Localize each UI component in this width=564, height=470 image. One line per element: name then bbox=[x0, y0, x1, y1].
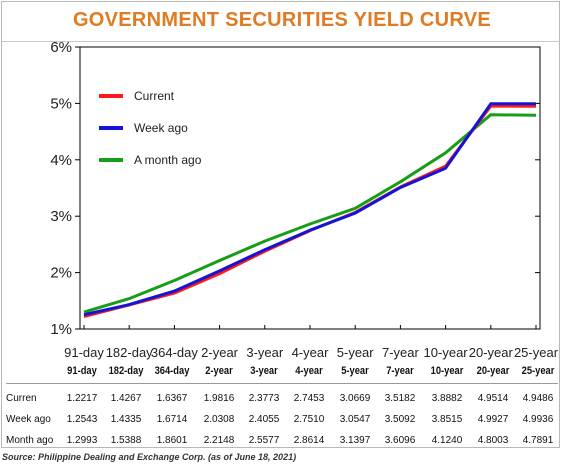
x-tick-label: 364-day bbox=[151, 345, 198, 360]
table-cell: 3.0547 bbox=[339, 414, 371, 425]
table-cell: 1.9816 bbox=[203, 393, 235, 404]
x-tick-label: 3-year bbox=[246, 345, 284, 360]
table-cell: 2.7453 bbox=[293, 393, 325, 404]
table-row-label: Week ago bbox=[6, 414, 51, 425]
table-header-cell: 20-year bbox=[476, 365, 510, 377]
legend: Current Week ago A month ago bbox=[99, 89, 202, 167]
table-header-cell: 7-year bbox=[386, 365, 414, 377]
y-tick-label: 2% bbox=[50, 265, 72, 282]
figure-frame bbox=[1, 1, 560, 448]
x-tick-label: 91-day bbox=[64, 345, 104, 360]
table-header-cell: 10-year bbox=[430, 365, 464, 377]
table-header-cell: 25-year bbox=[521, 365, 555, 377]
table-header-cell: 4-year bbox=[295, 365, 323, 377]
table-cell: 1.2217 bbox=[66, 393, 98, 404]
table-row-label: Curren bbox=[6, 393, 37, 404]
table-cell: 2.4055 bbox=[248, 414, 280, 425]
title-divider bbox=[1, 41, 560, 42]
x-tick-label: 2-year bbox=[201, 345, 239, 360]
table-cell: 1.6714 bbox=[156, 414, 188, 425]
table-header-cell: 3-year bbox=[250, 365, 278, 377]
table-cell: 1.2993 bbox=[66, 435, 98, 446]
table-cell: 2.8614 bbox=[293, 435, 325, 446]
table-row: Month ago 1.2993 1.5388 1.8601 2.2148 2.5577 2… bbox=[6, 435, 558, 449]
table-header-divider bbox=[6, 383, 558, 384]
legend-label: Current bbox=[134, 89, 175, 103]
y-tick-label: 3% bbox=[50, 208, 72, 225]
table-cell: 4.9514 bbox=[477, 393, 509, 404]
x-tick-label: 4-year bbox=[292, 345, 330, 360]
table-cell: 3.1397 bbox=[339, 435, 371, 446]
table-cell: 4.1240 bbox=[431, 435, 463, 446]
table-cell: 2.3773 bbox=[248, 393, 280, 404]
table-cell: 4.8003 bbox=[477, 435, 509, 446]
table-cell: 4.9486 bbox=[522, 393, 554, 404]
source-note: Source: Philippine Dealing and Exchange … bbox=[2, 452, 297, 462]
table-cell: 4.9936 bbox=[522, 414, 554, 425]
table-cell: 2.5577 bbox=[248, 435, 280, 446]
y-tick-label: 1% bbox=[50, 321, 72, 338]
table-cell: 2.7510 bbox=[293, 414, 325, 425]
table-header-row: 91-day 182-day 364-day 2-year 3-year 4-year 5-… bbox=[6, 365, 558, 379]
y-axis: 1% 2% 3% 4% 5% 6% bbox=[50, 39, 540, 338]
legend-label: Week ago bbox=[134, 121, 188, 135]
table-row: Week ago 1.2543 1.4335 1.6714 2.0308 2.4055 2.… bbox=[6, 414, 558, 428]
table-cell: 1.2543 bbox=[66, 414, 98, 425]
table-cell: 3.6096 bbox=[384, 435, 416, 446]
y-tick-label: 5% bbox=[50, 95, 72, 112]
table-cell: 2.0308 bbox=[203, 414, 235, 425]
table-cell: 3.8882 bbox=[431, 393, 463, 404]
table-header-cell: 364-day bbox=[154, 365, 190, 377]
table-cell: 1.8601 bbox=[156, 435, 188, 446]
chart-title: GOVERNMENT SECURITIES YIELD CURVE bbox=[72, 9, 492, 31]
series-lines bbox=[83, 102, 537, 318]
table-cell: 3.0669 bbox=[339, 393, 371, 404]
table-header-cell: 182-day bbox=[108, 365, 144, 377]
x-tick-label: 10-year bbox=[424, 345, 469, 360]
table-header-cell: 2-year bbox=[205, 365, 233, 377]
x-tick-label: 20-year bbox=[469, 345, 514, 360]
table-cell: 4.9927 bbox=[477, 414, 509, 425]
x-tick-label: 5-year bbox=[337, 345, 375, 360]
table-cell: 1.4267 bbox=[110, 393, 142, 404]
table-cell: 3.8515 bbox=[431, 414, 463, 425]
y-tick-label: 6% bbox=[50, 39, 72, 56]
table-cell: 2.2148 bbox=[203, 435, 235, 446]
table-cell: 1.4335 bbox=[110, 414, 142, 425]
legend-label: A month ago bbox=[134, 153, 202, 167]
table-cell: 3.5092 bbox=[384, 414, 416, 425]
table-header-cell: 5-year bbox=[341, 365, 369, 377]
table-cell: 1.5388 bbox=[110, 435, 142, 446]
table-row-label: Month ago bbox=[6, 435, 54, 446]
y-tick-label: 4% bbox=[50, 152, 72, 169]
table-cell: 1.6367 bbox=[156, 393, 188, 404]
table-row: Curren 1.2217 1.4267 1.6367 1.9816 2.3773 2.74… bbox=[6, 393, 558, 407]
x-tick-label: 182-day bbox=[106, 345, 153, 360]
table-cell: 4.7891 bbox=[522, 435, 554, 446]
table-cell: 3.5182 bbox=[384, 393, 416, 404]
x-tick-label: 7-year bbox=[382, 345, 420, 360]
table-header-cell: 91-day bbox=[67, 365, 97, 377]
x-tick-label: 25-year bbox=[514, 345, 559, 360]
plot-area bbox=[79, 46, 541, 330]
